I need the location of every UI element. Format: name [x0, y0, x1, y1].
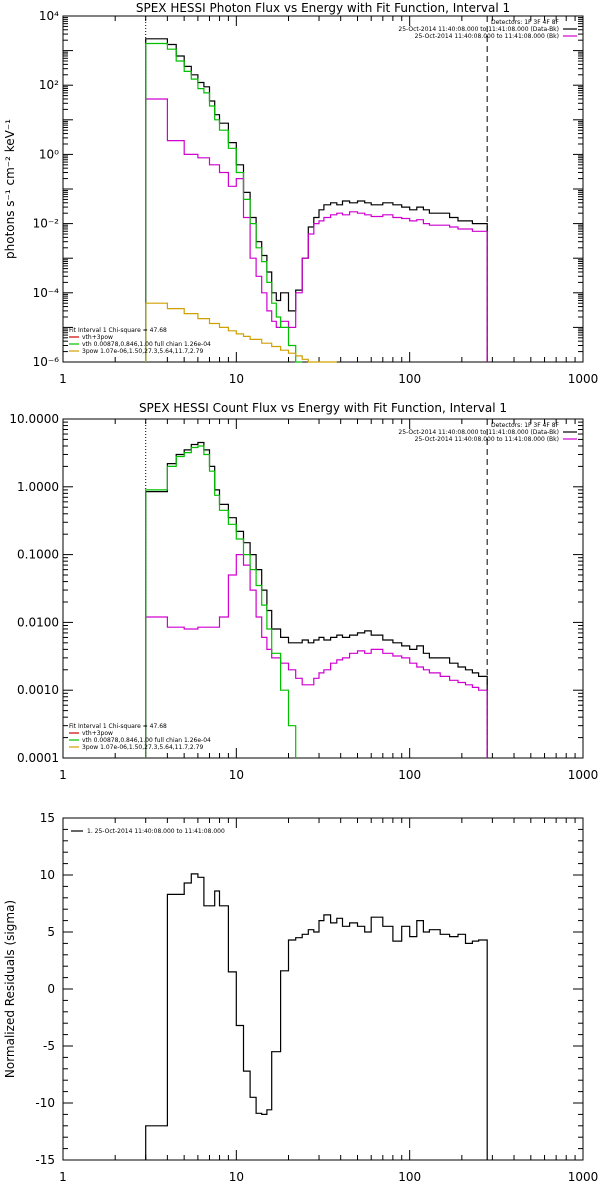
y-tick-label: 0.0001: [17, 751, 59, 765]
y-tick-label: -5: [43, 1039, 55, 1053]
chart-title: SPEX HESSI Count Flux vs Energy with Fit…: [139, 401, 507, 415]
chart-panel-3: 1 10 100 1000 15 10 5 0 -5 -10 -15 Normalized Resid…: [3, 811, 598, 1184]
series-line-2: [145, 554, 488, 758]
x-tick-label: 1000: [568, 1170, 599, 1184]
y-tick-label: 10: [40, 868, 55, 882]
chart-title: SPEX HESSI Photon Flux vs Energy with Fi…: [136, 1, 510, 15]
y-tick-label: 0: [47, 982, 55, 996]
x-tick-label: 10: [229, 372, 244, 386]
x-tick-label: 100: [398, 1170, 421, 1184]
series-line-3: [145, 445, 297, 758]
x-tick-label: 10: [229, 768, 244, 782]
legend-top-text: 25-Oct-2014 11:40:08.000 to 11:41:08.000…: [415, 436, 559, 443]
series-line-1: [145, 441, 488, 758]
legend-top-text: 25-Oct-2014 11:40:08.000 to 11:41:08.000…: [415, 33, 559, 40]
y-tick-label: 10²: [39, 78, 59, 92]
y-tick-label: 1.0000: [17, 480, 59, 494]
legend-bottom-text: vth 0.00878,0.846,1.00 full chian 1.26e-…: [82, 341, 211, 348]
series-line-1: [145, 873, 488, 1160]
x-tick-label: 100: [398, 372, 421, 386]
plot-frame: [62, 418, 584, 759]
x-tick-label: 1: [59, 768, 67, 782]
series-line-3: [145, 42, 303, 363]
plot-frame: [62, 817, 584, 1161]
legend-bottom-text: 3pow 1.07e-06,1.50,27.3,5.64,11.7,2.79: [82, 348, 203, 355]
x-tick-label: 100: [398, 768, 421, 782]
legend-top-text: Detectors: 1F 3F 4F 8F: [491, 19, 560, 26]
y-tick-label: 10⁻⁶: [33, 355, 60, 369]
y-tick-label: 10⁴: [39, 9, 59, 23]
legend-bottom-text: Fit Interval 1 Chi-square = 47.68: [69, 327, 167, 334]
legend-top-text: Detectors: 1F 3F 4F 8F: [491, 422, 560, 429]
legend-bottom-text: Fit Interval 1 Chi-square = 47.68: [69, 723, 167, 730]
y-tick-label: 10⁰: [39, 147, 59, 161]
x-tick-label: 1000: [568, 768, 599, 782]
x-tick-label: 1: [59, 1170, 67, 1184]
legend-bottom-text: 3pow 1.07e-06,1.50,27.3,5.64,11.7,2.79: [82, 744, 203, 751]
y-tick-label: 5: [47, 925, 55, 939]
x-tick-label: 1: [59, 372, 67, 386]
y-tick-label: 0.0100: [17, 615, 59, 629]
y-tick-label: 10.0000: [9, 412, 59, 426]
legend-top-text: 1. 25-Oct-2014 11:40:08.000 to 11:41:08.…: [87, 828, 225, 835]
x-tick-label: 10: [229, 1170, 244, 1184]
y-tick-label: 10⁻²: [33, 217, 60, 231]
legend-bottom-text: vth+3pow: [82, 334, 113, 341]
y-axis-label: photons s⁻¹ cm⁻² keV⁻¹: [3, 119, 17, 259]
y-tick-label: 0.0010: [17, 683, 59, 697]
chart-panel-1: SPEX HESSI Photon Flux vs Energy with Fi…: [3, 1, 598, 386]
y-tick-label: -10: [35, 1096, 55, 1110]
y-tick-label: -15: [35, 1153, 55, 1167]
y-axis-label: Normalized Residuals (sigma): [3, 900, 17, 1078]
x-tick-label: 1000: [568, 372, 599, 386]
legend-top-text: 25-Oct-2014 11:40:08.000 to 11:41:08.000…: [398, 26, 559, 33]
y-tick-label: 0.1000: [17, 548, 59, 562]
plot-frame: [62, 15, 584, 363]
legend-bottom-text: vth+3pow: [82, 730, 113, 737]
legend-bottom-text: vth 0.00878,0.846,1.00 full chian 1.26e-…: [82, 737, 211, 744]
legend-top-text: 25-Oct-2014 11:40:08.000 to 11:41:08.000…: [398, 429, 559, 436]
series-line-4: [145, 302, 337, 363]
y-tick-label: 15: [40, 811, 55, 825]
y-tick-label: 10⁻⁴: [33, 286, 60, 300]
series-line-2: [145, 98, 488, 362]
chart-panel-2: SPEX HESSI Count Flux vs Energy with Fit…: [9, 401, 598, 782]
